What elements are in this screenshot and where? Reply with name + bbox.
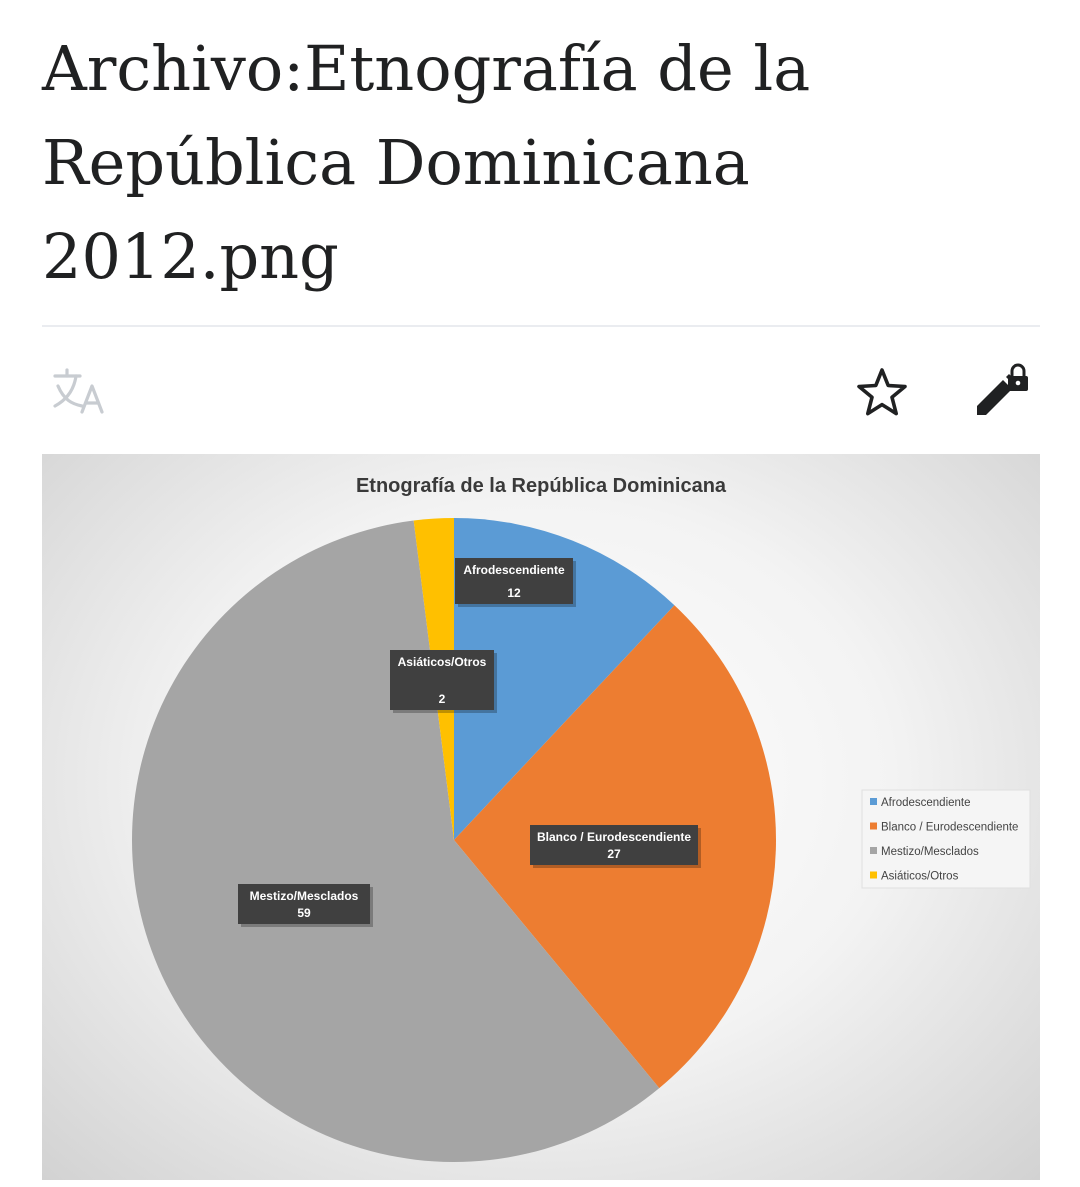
data-label-value: 12 [507,586,521,600]
pie-slice-mestizo [131,520,660,1162]
legend-swatch-asiaticos [870,871,877,879]
data-label-box [390,650,494,710]
title-divider [42,325,1040,327]
page-title-line: 2012.png [42,220,339,293]
page-title-line: Archivo:Etnografía de la [42,32,811,105]
page-title-line: República Dominicana [42,126,750,199]
legend-swatch-mestizo [870,847,877,854]
legend-label-mestizo: Mestizo/Mesclados [881,846,979,858]
data-label-box [530,825,698,865]
data-label-box [238,884,370,924]
pie-chart: Etnografía de la República Dominicana Af… [131,475,1031,1162]
legend-label-afrodescendiente: Afrodescendiente [881,797,971,809]
page-title: Archivo:Etnografía de la República Domin… [42,22,1042,304]
data-label-value: 27 [607,847,621,861]
data-label-afrodescendiente: Afrodescendiente 12 [455,558,576,607]
translate-icon[interactable] [50,366,110,416]
data-label-category: Mestizo/Mesclados [250,889,359,903]
legend-label-blanco: Blanco / Eurodescendiente [881,822,1018,834]
legend-swatch-afrodescendiente [870,798,877,805]
pie-data-labels: Afrodescendiente 12 Blanco / Eurodescendie… [238,558,701,927]
chart-title: Etnografía de la República Dominicana [356,475,727,497]
data-label-category: Asiáticos/Otros [398,655,487,669]
data-label-category: Afrodescendiente [463,563,565,577]
data-label-value: 59 [297,906,311,920]
data-label-mestizo: Mestizo/Mesclados 59 [238,884,373,927]
data-label-box [455,558,573,604]
data-label-asiaticos: Asiáticos/Otros 2 [390,650,497,713]
data-label-blanco: Blanco / Eurodescendiente 27 [530,825,701,868]
edit-lock-icon[interactable] [972,362,1034,418]
legend-label-asiaticos: Asiáticos/Otros [881,871,959,883]
data-label-category: Blanco / Eurodescendiente [537,830,691,844]
data-label-value: 2 [439,692,446,706]
chart-legend: Afrodescendiente Blanco / Eurodescendient… [861,789,1031,889]
legend-box [861,789,1031,889]
star-icon[interactable] [854,366,910,418]
file-image[interactable]: Etnografía de la República Dominicana Af… [42,454,1040,1180]
legend-swatch-blanco [870,822,877,830]
